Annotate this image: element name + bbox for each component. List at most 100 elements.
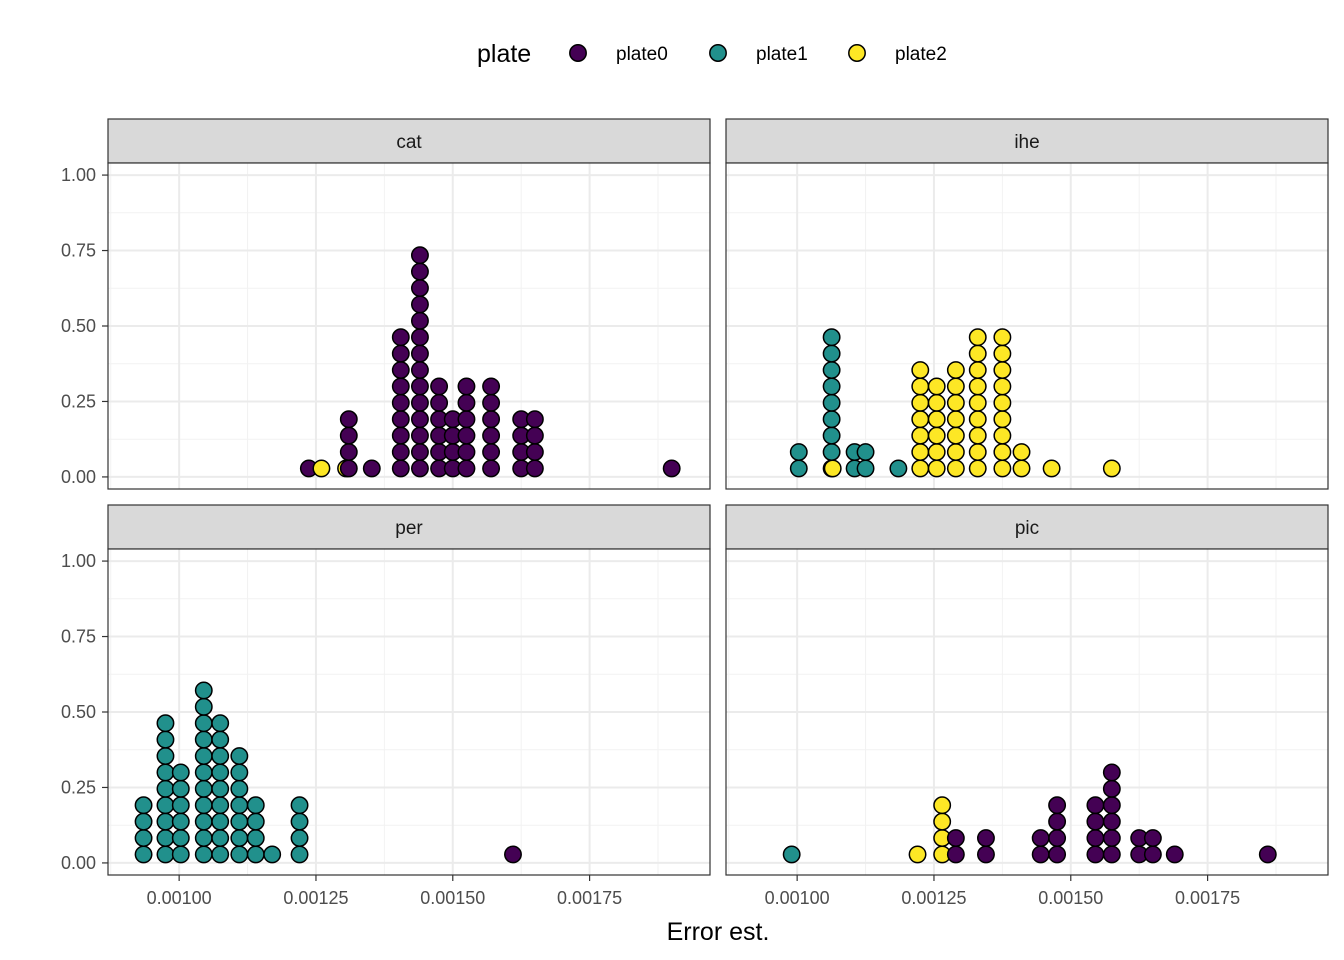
dot-plate0 xyxy=(482,377,501,396)
dot-plate2 xyxy=(968,344,987,363)
dot-plate0 xyxy=(482,393,501,412)
legend-key-plate2 xyxy=(848,44,866,62)
dot-plate0 xyxy=(525,459,544,478)
dot-plate1 xyxy=(211,779,230,798)
dot-plate1 xyxy=(171,829,190,847)
dot-plate1 xyxy=(194,763,213,782)
dot-plate1 xyxy=(171,812,190,831)
dot-plate1 xyxy=(856,459,875,478)
dot-plate1 xyxy=(171,779,190,798)
dot-plate1 xyxy=(230,747,249,765)
dot-plate1 xyxy=(156,812,175,831)
dot-plate1 xyxy=(211,763,230,782)
legend-label-plate2: plate2 xyxy=(895,44,947,65)
dot-plate2 xyxy=(927,377,946,396)
dot-plate1 xyxy=(246,812,265,831)
dot-plate2 xyxy=(911,459,930,478)
legend-key-plate1 xyxy=(709,44,727,62)
dot-plate1 xyxy=(171,763,190,782)
dot-plate0 xyxy=(482,443,501,461)
dot-plate0 xyxy=(946,829,965,847)
dot-plate0 xyxy=(457,377,476,396)
dot-plate1 xyxy=(782,845,801,864)
dot-plate0 xyxy=(1102,812,1121,831)
facet-strip xyxy=(725,504,1329,550)
dot-plate0 xyxy=(662,459,681,478)
dot-plate2 xyxy=(946,410,965,429)
dot-plate1 xyxy=(194,697,213,716)
dot-plate1 xyxy=(263,845,282,864)
dot-plate1 xyxy=(194,681,213,700)
dot-plate1 xyxy=(194,779,213,798)
dot-plate1 xyxy=(211,812,230,831)
dot-plate1 xyxy=(822,344,841,363)
dot-plate0 xyxy=(457,393,476,412)
dot-plate2 xyxy=(911,410,930,429)
dot-plate0 xyxy=(525,410,544,429)
y-tick-label: 0.25 xyxy=(61,777,96,797)
dot-plate0 xyxy=(391,443,410,461)
facet-title: pic xyxy=(1015,518,1039,539)
dot-plate2 xyxy=(927,443,946,461)
facet-title: cat xyxy=(396,132,422,153)
dot-plate2 xyxy=(968,361,987,379)
dot-plate1 xyxy=(822,393,841,412)
y-tick-label: 0.75 xyxy=(61,241,96,261)
dot-plate0 xyxy=(410,459,429,478)
y-tick-label: 1.00 xyxy=(61,551,96,571)
dot-plate0 xyxy=(1048,796,1067,815)
dot-plate2 xyxy=(968,377,987,396)
dot-plate0 xyxy=(410,377,429,396)
dot-plate0 xyxy=(1102,763,1121,782)
dot-plate2 xyxy=(933,812,952,831)
dot-plate0 xyxy=(482,459,501,478)
dot-plate0 xyxy=(1048,845,1067,864)
dot-plate1 xyxy=(822,328,841,347)
dot-plate2 xyxy=(993,410,1012,429)
dot-plate0 xyxy=(1031,845,1050,864)
dot-plate0 xyxy=(1102,829,1121,847)
dot-plate1 xyxy=(822,443,841,461)
dot-plate0 xyxy=(1086,812,1105,831)
legend-title: plate xyxy=(477,40,531,68)
x-tick-label: 0.00150 xyxy=(420,888,485,908)
dot-plate1 xyxy=(194,747,213,765)
facet-title: ihe xyxy=(1014,132,1039,153)
dot-plate1 xyxy=(822,377,841,396)
dot-plate1 xyxy=(134,812,153,831)
dot-plate1 xyxy=(230,763,249,782)
dot-plate2 xyxy=(968,393,987,412)
dot-plate0 xyxy=(977,845,995,864)
dot-plate1 xyxy=(246,829,265,847)
dot-plate0 xyxy=(1102,779,1121,798)
facet-strip xyxy=(107,504,711,550)
dot-plate0 xyxy=(410,295,429,314)
dot-plate1 xyxy=(822,361,841,379)
dot-plate1 xyxy=(789,443,808,461)
dot-plate2 xyxy=(927,459,946,478)
dot-plate1 xyxy=(290,829,309,847)
dot-plate2 xyxy=(1102,459,1121,478)
dot-plate2 xyxy=(993,459,1012,478)
dot-plate2 xyxy=(993,443,1012,461)
legend-key-plate0 xyxy=(569,44,587,62)
dot-plate1 xyxy=(211,845,230,864)
y-tick-label: 0.50 xyxy=(61,702,96,722)
panel-border xyxy=(725,548,1329,876)
dot-plate2 xyxy=(312,459,331,478)
dot-plate2 xyxy=(933,796,952,815)
y-tick-label: 0.00 xyxy=(61,467,96,487)
dot-plate0 xyxy=(1165,845,1184,864)
dot-plate1 xyxy=(889,459,908,478)
dot-plate1 xyxy=(822,410,841,429)
dot-plate0 xyxy=(1143,845,1162,864)
dot-plate2 xyxy=(993,393,1012,412)
dot-plate0 xyxy=(1048,812,1067,831)
dot-plate0 xyxy=(1086,829,1105,847)
dot-plate0 xyxy=(391,426,410,445)
dot-plate2 xyxy=(908,845,927,864)
dot-plate0 xyxy=(410,279,429,297)
x-tick-label: 0.00100 xyxy=(147,888,212,908)
dot-plate0 xyxy=(457,443,476,461)
dot-plate0 xyxy=(457,426,476,445)
